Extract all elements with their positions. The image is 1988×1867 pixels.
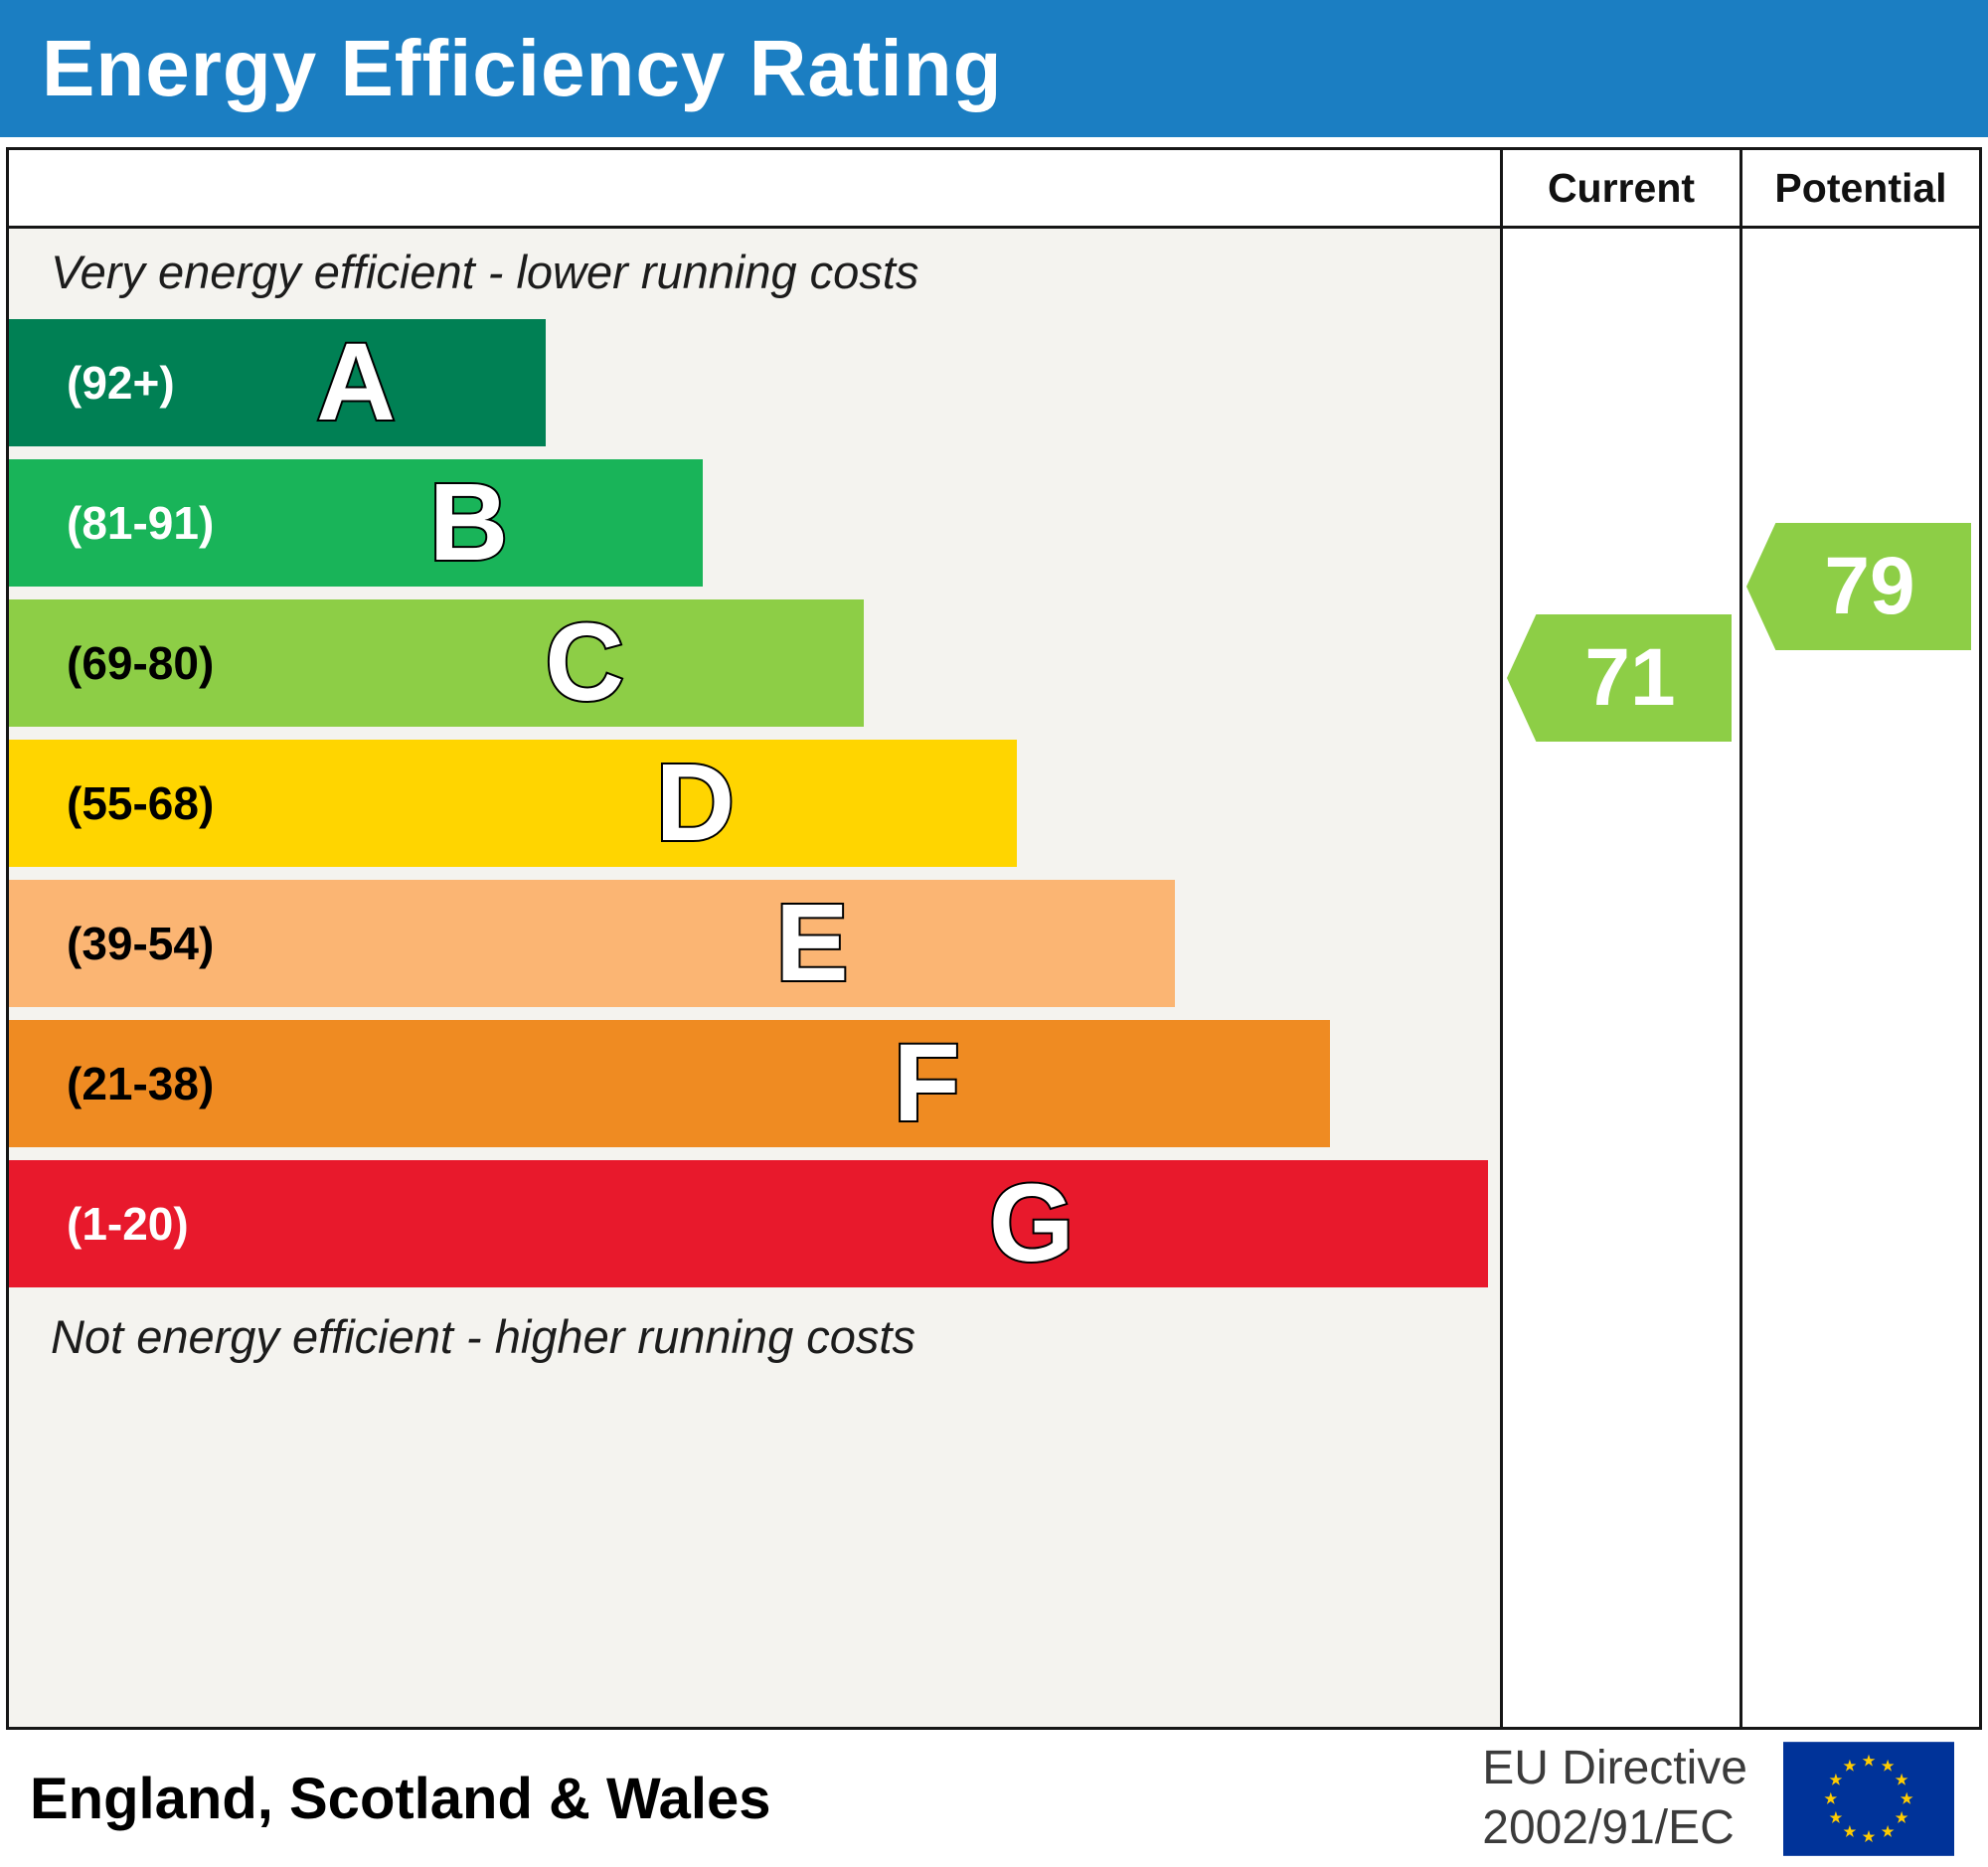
current-column: 71 [1500,229,1740,1727]
band-f: (21-38) F [9,1020,1330,1147]
band-b: (81-91) B [9,459,703,587]
band-letter: A [314,321,397,443]
current-column-header: Current [1500,150,1740,226]
band-range-label: (55-68) [67,777,215,829]
potential-column-header: Potential [1740,150,1979,226]
column-header-row: Current Potential [9,150,1979,229]
eu-directive-line2: 2002/91/EC [1482,1801,1735,1854]
band-range-label: (81-91) [67,497,215,549]
band-d: (55-68) D [9,740,1017,867]
potential-rating-value: 79 [1824,541,1915,631]
header-spacer [9,150,1500,226]
band-range-label: (21-38) [67,1058,215,1109]
band-range-label: (39-54) [67,918,215,969]
eu-directive-line1: EU Directive [1482,1742,1747,1794]
eu-flag-icon [1783,1741,1954,1856]
band-a: (92+) A [9,319,546,446]
eu-directive-label: EU Directive 2002/91/EC [1482,1739,1747,1858]
potential-rating-arrow: 79 [1746,523,1971,650]
region-label: England, Scotland & Wales [30,1766,771,1831]
band-e: (39-54) E [9,880,1175,1007]
page-title: Energy Efficiency Rating [42,24,1003,112]
bands-column: Very energy efficient - lower running co… [9,229,1500,1727]
band-g: (1-20) G [9,1160,1488,1287]
band-range-label: (1-20) [67,1198,189,1250]
rating-chart: Current Potential Very energy efficient … [6,147,1982,1730]
rating-bands: (92+) A (81-91) B (69-80) C (55-68) D [9,319,1500,1287]
band-range-label: (69-80) [67,637,215,689]
top-note: Very energy efficient - lower running co… [51,246,919,298]
bottom-note: Not energy efficient - higher running co… [51,1310,915,1363]
band-range-label: (92+) [67,357,175,409]
band-letter: G [987,1162,1077,1284]
band-letter: B [427,461,510,584]
band-letter: E [773,882,850,1004]
band-letter: C [543,601,625,724]
current-rating-value: 71 [1584,632,1676,723]
potential-column: 79 [1740,229,1979,1727]
title-bar: Energy Efficiency Rating [0,0,1988,137]
band-letter: F [892,1022,962,1144]
band-c: (69-80) C [9,599,864,727]
footer: England, Scotland & Wales EU Directive 2… [0,1730,1988,1867]
band-letter: D [654,742,737,864]
current-rating-arrow: 71 [1507,614,1732,742]
chart-body: Very energy efficient - lower running co… [9,229,1979,1727]
